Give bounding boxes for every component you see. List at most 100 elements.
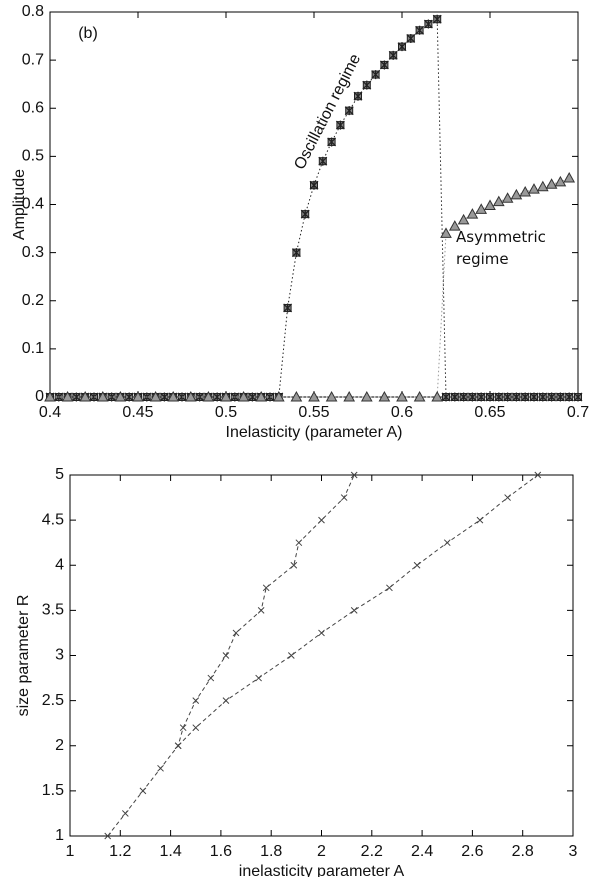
- marker-cross: [504, 494, 511, 501]
- data-point: [564, 392, 574, 402]
- data-point: [573, 392, 583, 402]
- marker-cross: [287, 652, 295, 659]
- marker-cross: [503, 392, 513, 402]
- marker-cross: [450, 392, 460, 402]
- data-point: [247, 392, 257, 402]
- data-point: [503, 392, 513, 402]
- axis-label: Amplitude: [11, 169, 28, 240]
- data-point: [492, 195, 505, 207]
- marker-cross: [555, 392, 565, 402]
- marker-cross: [511, 392, 521, 402]
- data-point: [272, 390, 285, 402]
- marker-cross: [467, 392, 477, 402]
- data-point: [520, 392, 530, 402]
- tick-label: 0.4: [39, 404, 61, 421]
- tick-label: 2.5: [42, 692, 64, 709]
- tick-label: 2.6: [461, 843, 483, 860]
- tick-label: 2.8: [512, 843, 534, 860]
- marker-body: [325, 390, 338, 402]
- data-point: [423, 19, 433, 29]
- data-point: [318, 156, 328, 166]
- marker-cross: [207, 674, 215, 682]
- marker-body: [290, 390, 303, 402]
- data-point: [290, 390, 303, 402]
- marker-body: [545, 178, 558, 189]
- marker-body: [79, 390, 92, 402]
- marker-cross: [107, 392, 117, 402]
- marker-cross: [121, 810, 129, 817]
- data-point: [202, 390, 215, 402]
- marker-body: [308, 390, 320, 402]
- tick-label: 2: [317, 843, 326, 860]
- data-point: [440, 227, 452, 238]
- tick-label: 4: [55, 556, 64, 573]
- data-point: [547, 392, 557, 402]
- data-point: [96, 390, 109, 402]
- marker-body: [149, 390, 162, 402]
- data-point: [121, 810, 129, 817]
- tick-label: 0.3: [22, 244, 44, 261]
- data-point: [291, 248, 301, 258]
- marker-cross: [159, 392, 169, 402]
- marker-cross: [212, 392, 222, 402]
- data-point: [343, 390, 356, 402]
- marker-body: [237, 390, 250, 402]
- tick-label: 3.5: [42, 602, 64, 619]
- marker-body: [132, 390, 144, 402]
- marker-body: [44, 390, 56, 402]
- data-point: [124, 392, 134, 402]
- tick-label: 5: [55, 466, 64, 483]
- marker-cross: [318, 629, 325, 637]
- marker-cross: [432, 14, 442, 24]
- data-point: [538, 392, 548, 402]
- data-point: [511, 392, 521, 402]
- marker-cross: [340, 494, 348, 501]
- chart: 0.4 0.45 0.5 0.55 0.6 0.65 0.7 0 0.1 0.2 0.3 0.4 0.5…: [11, 3, 589, 441]
- tick-label: 1.4: [159, 843, 181, 860]
- data-point: [350, 607, 358, 614]
- data-point: [396, 390, 408, 402]
- marker-body: [501, 192, 514, 203]
- tick-label: 0.5: [215, 404, 237, 421]
- marker-cross: [309, 180, 319, 190]
- marker-cross: [379, 60, 389, 70]
- marker-cross: [485, 392, 495, 402]
- marker-cross: [262, 584, 270, 592]
- data-point: [476, 392, 486, 402]
- marker-cross: [476, 392, 486, 402]
- data-point: [378, 390, 391, 402]
- data-point: [104, 832, 112, 840]
- tick-label: 1: [66, 843, 75, 860]
- data-point: [184, 390, 197, 402]
- marker-cross: [371, 70, 381, 80]
- data-point: [167, 390, 180, 402]
- marker-body: [536, 180, 549, 192]
- data-point: [406, 33, 416, 43]
- data-point: [159, 392, 169, 402]
- marker-body: [413, 390, 426, 402]
- data-point: [360, 390, 373, 402]
- data-point: [431, 390, 444, 402]
- marker-cross: [104, 832, 112, 840]
- data-point: [71, 392, 81, 402]
- tick-label: 1.6: [210, 843, 232, 860]
- data-point: [255, 674, 262, 682]
- data-point: [207, 674, 215, 682]
- tick-label: 3: [55, 647, 64, 664]
- tick-label: 2.4: [411, 843, 433, 860]
- data-point: [309, 180, 319, 190]
- marker-body: [484, 199, 496, 210]
- axis-label: inelasticity parameter A: [239, 863, 405, 877]
- data-point: [262, 584, 270, 592]
- data-point: [344, 106, 354, 116]
- marker-cross: [295, 539, 303, 547]
- marker-cross: [192, 697, 200, 704]
- marker-cross: [222, 652, 230, 659]
- marker-cross: [300, 209, 310, 219]
- marker-cross: [232, 629, 240, 637]
- data-point: [536, 180, 549, 192]
- marker-cross: [564, 392, 574, 402]
- axis-label: Inelasticity (parameter A): [226, 424, 403, 441]
- marker-cross: [195, 392, 205, 402]
